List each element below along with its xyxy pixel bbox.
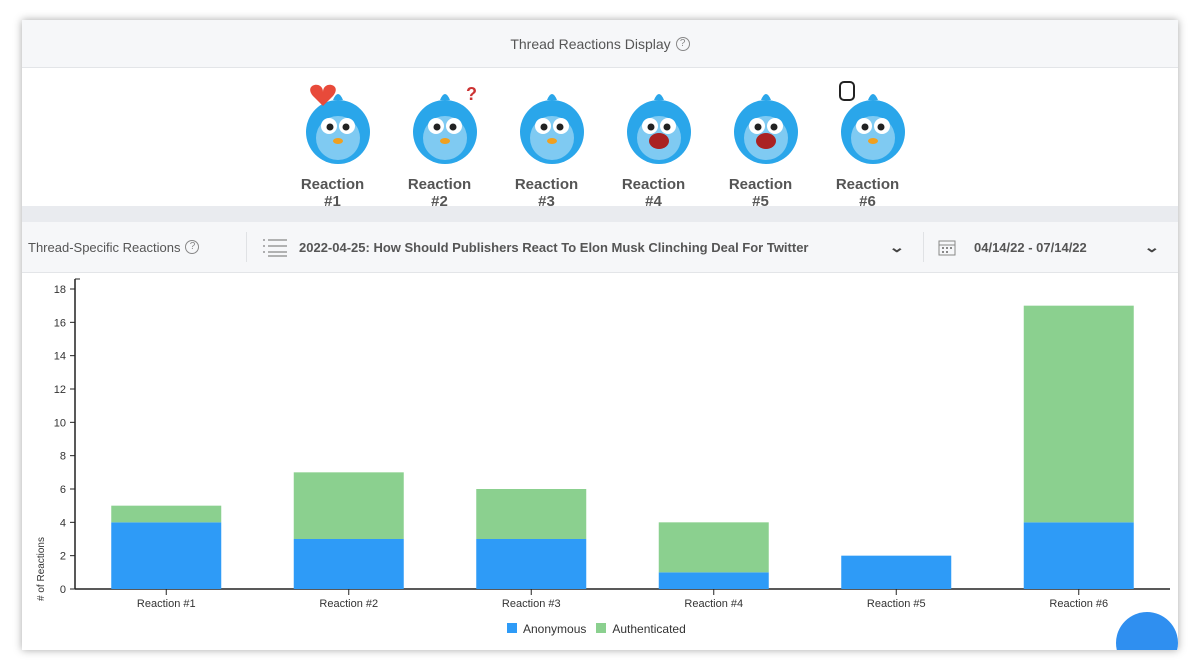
x-tick-label: Reaction #2 [319, 598, 378, 610]
bar-anonymous [658, 572, 769, 589]
filter-bar: Thread-Specific Reactions ? 2022-04-25: … [22, 222, 1178, 273]
reaction-label: Reaction #2 [407, 176, 472, 210]
svg-text:?: ? [466, 84, 477, 104]
bar-anonymous [111, 522, 222, 589]
page-title: Thread Reactions Display [510, 35, 671, 52]
header: Thread Reactions Display ? [22, 20, 1178, 68]
reaction-label: Reaction #5 [728, 176, 793, 210]
chevron-down-icon: ⌄ [1143, 238, 1161, 255]
calendar-icon [938, 240, 956, 256]
x-tick-label: Reaction #3 [502, 598, 561, 610]
section-title: Thread-Specific Reactions ? [22, 232, 247, 262]
help-icon[interactable]: ? [675, 36, 690, 51]
thread-select[interactable]: 2022-04-25: How Should Publishers React … [247, 232, 924, 262]
reaction-item[interactable]: Reaction #5 [721, 74, 801, 210]
y-tick-label: 14 [54, 351, 66, 363]
x-tick-label: Reaction #6 [1049, 598, 1108, 610]
reaction-label: Reaction #6 [835, 176, 900, 210]
bar-authenticated [111, 505, 222, 523]
bar-anonymous [293, 539, 404, 589]
reaction-item[interactable]: ? Reaction #2 [400, 74, 480, 210]
y-tick-label: 18 [54, 284, 66, 296]
bar-authenticated [658, 522, 769, 573]
bird-laughing-icon [626, 94, 691, 164]
x-tick-label: Reaction #4 [684, 598, 743, 610]
y-tick-label: 10 [54, 417, 66, 429]
y-tick-label: 2 [60, 551, 66, 563]
y-tick-label: 4 [60, 517, 66, 529]
y-tick-label: 8 [60, 451, 66, 463]
x-tick-label: Reaction #5 [867, 598, 926, 610]
bird-love-icon [305, 84, 370, 164]
bird-crying-icon [733, 94, 798, 164]
reaction-item[interactable]: Reaction #6 [828, 74, 908, 210]
legend-item-anonymous[interactable]: Anonymous [507, 622, 586, 636]
bird-confused-icon: ? [412, 84, 477, 164]
legend: Anonymous Authenticated [507, 622, 686, 636]
reactions-row: Reaction #1 ? Reaction #2 Reaction #3 Re… [22, 68, 1178, 210]
bird-thumbs-up-icon [838, 81, 905, 164]
chevron-down-icon: ⌄ [888, 238, 906, 255]
legend-item-authenticated[interactable]: Authenticated [596, 622, 686, 636]
divider [22, 206, 1178, 222]
reaction-label: Reaction #4 [621, 176, 686, 210]
reaction-label: Reaction #3 [514, 176, 579, 210]
date-range-value: 04/14/22 - 07/14/22 [974, 239, 1087, 255]
bar-anonymous [476, 539, 587, 589]
reactions-panel: Thread Reactions Display ? Reaction #1 ?… [22, 20, 1178, 650]
reaction-item[interactable]: Reaction #3 [507, 74, 587, 210]
reaction-item[interactable]: Reaction #1 [293, 74, 373, 210]
list-icon [263, 239, 287, 257]
date-range-select[interactable]: 04/14/22 - 07/14/22 ⌄ [924, 238, 1178, 256]
bar-authenticated [1023, 305, 1134, 523]
help-icon[interactable]: ? [185, 240, 200, 254]
reaction-label: Reaction #1 [300, 176, 365, 210]
reaction-item[interactable]: Reaction #4 [614, 74, 694, 210]
y-tick-label: 6 [60, 484, 66, 496]
bar-anonymous [841, 555, 952, 589]
stacked-bar-chart: 0 2 4 6 8 10 12 14 16 18 # of Reactions Reaction #1… [36, 278, 1170, 610]
y-tick-label: 16 [54, 317, 66, 329]
y-tick-label: 0 [60, 584, 66, 596]
x-tick-label: Reaction #1 [137, 598, 196, 610]
bar-authenticated [476, 489, 587, 539]
y-tick-label: 12 [54, 384, 66, 396]
bar-authenticated [293, 472, 404, 539]
bar-anonymous [1023, 522, 1134, 589]
thread-select-value: 2022-04-25: How Should Publishers React … [299, 239, 809, 255]
section-title-text: Thread-Specific Reactions [28, 239, 181, 255]
y-axis-label: # of Reactions [36, 537, 47, 601]
bird-angry-icon [519, 94, 584, 164]
